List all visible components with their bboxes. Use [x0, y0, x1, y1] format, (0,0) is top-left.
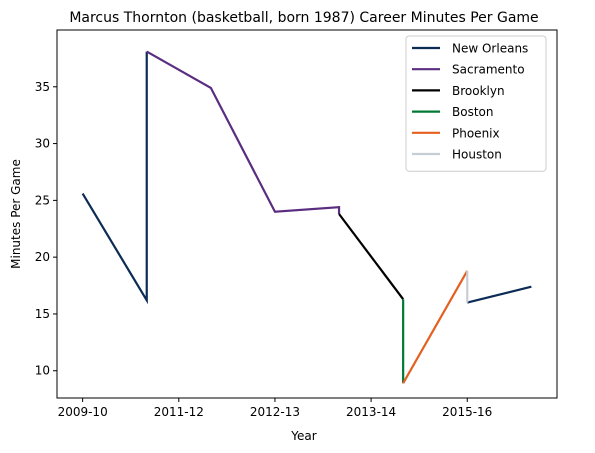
series-line: [466, 285, 532, 304]
plot-frame: [56, 29, 558, 399]
y-tick-label: 35: [35, 80, 50, 94]
legend-label: Sacramento: [452, 63, 525, 77]
legend-label: Boston: [452, 105, 493, 119]
legend-label: Phoenix: [452, 126, 500, 140]
y-axis-label: Minutes Per Game: [9, 159, 23, 269]
y-axis: 10 15 20 25 30 35: [35, 80, 57, 378]
legend-label: Brooklyn: [452, 84, 505, 98]
chart-title: Marcus Thornton (basketball, born 1987) …: [69, 10, 538, 26]
series-line: [338, 213, 405, 300]
series-brooklyn: [338, 213, 405, 300]
x-tick-label: 2015-16: [442, 405, 492, 419]
y-tick-label: 10: [35, 364, 50, 378]
x-axis-label: Year: [290, 429, 316, 443]
legend-box: [405, 35, 547, 172]
legend-item: Boston: [412, 105, 493, 119]
legend-item: New Orleans: [412, 42, 528, 56]
legend-label: New Orleans: [452, 42, 528, 56]
x-tick-label: 2013-14: [346, 405, 396, 419]
series-line: [146, 50, 341, 214]
series-sacramento: [146, 50, 341, 214]
x-tick-label: 2011-12: [154, 405, 204, 419]
series-line: [402, 270, 469, 384]
y-tick-label: 30: [35, 137, 50, 151]
series-new-orleans: [81, 51, 532, 305]
legend-item: Phoenix: [412, 126, 500, 140]
x-tick-label: 2012-13: [250, 405, 300, 419]
legend-item: Houston: [412, 148, 502, 162]
x-tick-label: 2009-10: [58, 405, 108, 419]
legend-item: Brooklyn: [412, 84, 505, 98]
y-tick-label: 15: [35, 307, 50, 321]
y-tick-label: 20: [35, 250, 50, 264]
x-axis: 2009-10 2011-12 2012-13 2013-14 2015-16: [58, 398, 492, 419]
legend: New Orleans Sacramento Brooklyn Boston Phoen…: [405, 35, 547, 172]
series-line: [81, 51, 148, 305]
y-tick-label: 25: [35, 193, 50, 207]
legend-label: Houston: [452, 148, 502, 162]
series-phoenix: [402, 270, 469, 384]
legend-item: Sacramento: [412, 63, 525, 77]
series-layer: [81, 50, 532, 384]
